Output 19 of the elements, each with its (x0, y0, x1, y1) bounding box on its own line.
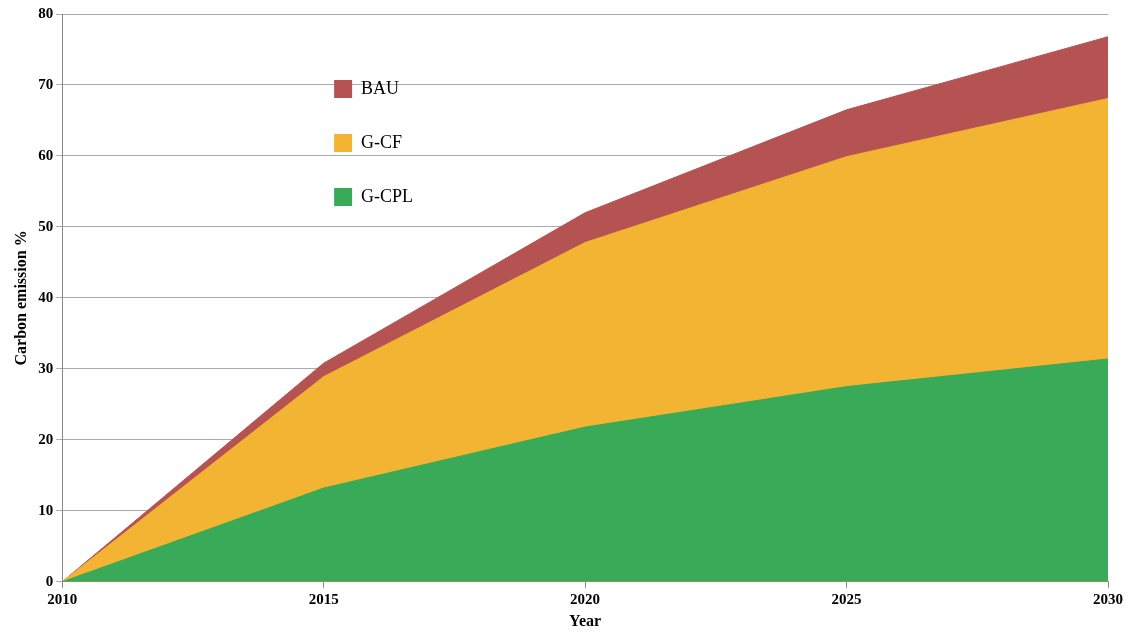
y-tick-label: 50 (38, 217, 54, 234)
legend-label: BAU (361, 77, 400, 98)
y-tick-label: 0 (45, 572, 54, 589)
y-tick-label: 60 (38, 146, 54, 163)
y-tick-label: 10 (38, 501, 54, 518)
x-tick-label: 2015 (308, 590, 339, 607)
x-tick-label: 2020 (570, 590, 601, 607)
x-tick-label: 2025 (831, 590, 862, 607)
y-tick-label: 30 (38, 359, 54, 376)
legend-label: G-CPL (361, 185, 414, 206)
x-tick-label: 2010 (47, 590, 78, 607)
x-axis-title: Year (569, 611, 602, 629)
y-axis-title: Carbon emission % (11, 230, 29, 366)
y-tick-label: 20 (38, 430, 54, 447)
legend-label: G-CF (361, 131, 403, 152)
x-tick-label: 2030 (1093, 590, 1123, 607)
y-tick-label: 70 (38, 75, 54, 92)
y-tick-label: 80 (38, 4, 54, 21)
y-tick-label: 40 (38, 288, 54, 305)
